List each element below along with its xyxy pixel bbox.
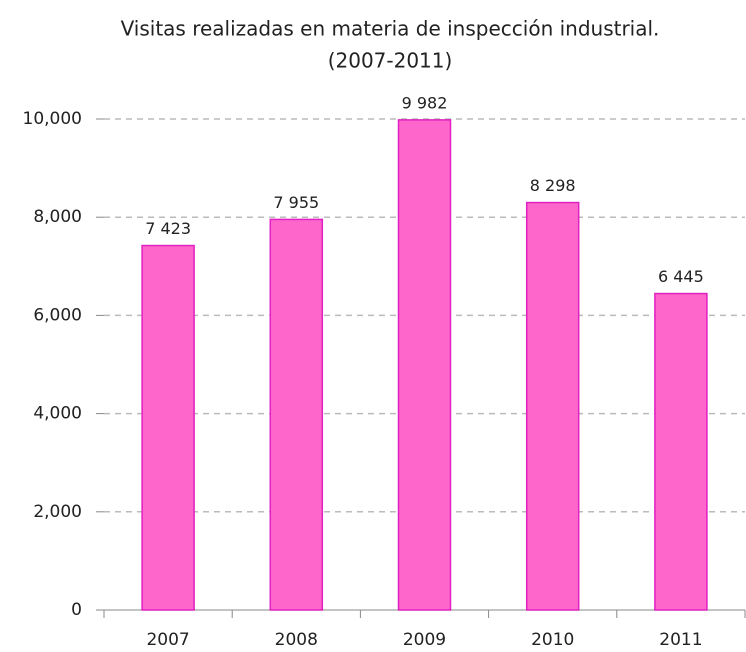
chart-subtitle: (2007-2011) [328,49,453,73]
bar [269,218,324,611]
y-tick-label: 2,000 [33,502,82,522]
y-tick-label: 4,000 [33,404,82,424]
bar [397,119,452,611]
x-tick-label: 2008 [275,630,318,650]
y-tick-label: 8,000 [33,207,82,227]
y-tick-label: 6,000 [33,305,82,325]
bar [141,244,195,611]
x-tick-label: 2009 [403,630,446,650]
bar [654,292,708,611]
bar [525,201,580,611]
x-tick-label: 2011 [659,630,702,650]
x-tick-label: 2010 [531,630,574,650]
y-tick-label: 0 [71,600,82,620]
value-label: 6 445 [658,267,704,286]
value-label: 7 955 [273,193,319,212]
chart-title: Visitas realizadas en materia de inspecc… [121,17,660,41]
value-label: 8 298 [530,176,576,195]
x-tick-label: 2007 [146,630,189,650]
value-label: 7 423 [145,219,191,238]
y-tick-label: 10,000 [23,109,82,129]
value-label: 9 982 [402,93,448,112]
